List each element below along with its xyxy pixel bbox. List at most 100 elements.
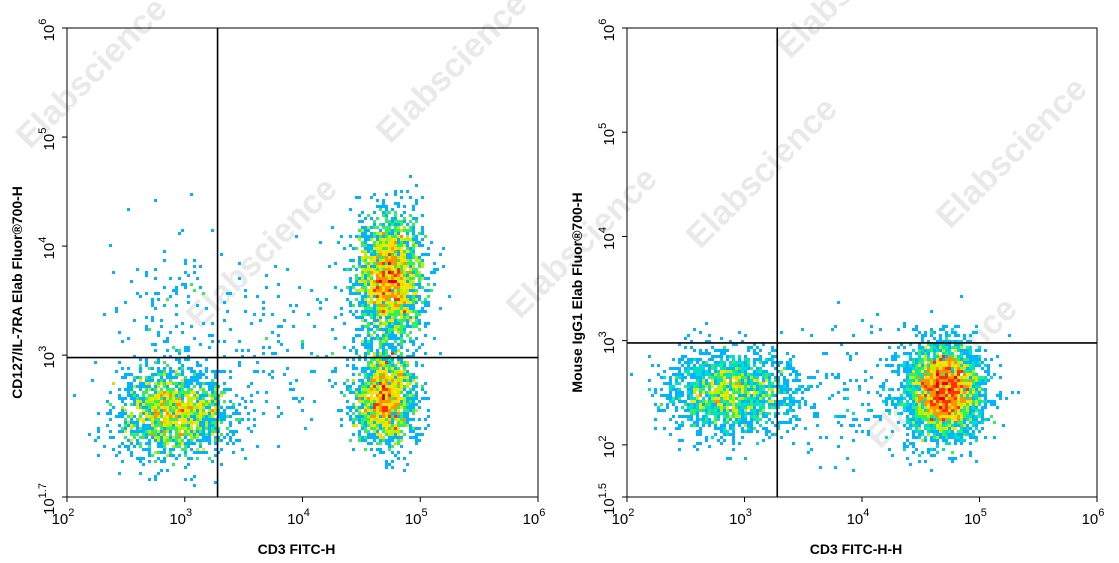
event-bin	[400, 337, 403, 340]
event-bin	[786, 391, 789, 394]
event-bin	[669, 397, 672, 400]
event-bin	[984, 364, 987, 367]
event-bin	[382, 424, 385, 427]
event-bin	[367, 346, 370, 349]
event-bin	[97, 436, 100, 439]
event-bin	[328, 379, 331, 382]
event-bin	[385, 409, 388, 412]
event-bin	[187, 295, 190, 298]
event-bin	[358, 355, 361, 358]
event-bin	[810, 448, 813, 451]
event-bin	[157, 367, 160, 370]
event-bin	[373, 400, 376, 403]
event-bin	[121, 397, 124, 400]
event-bin	[406, 253, 409, 256]
event-bin	[373, 319, 376, 322]
event-bin	[397, 307, 400, 310]
event-bin	[205, 307, 208, 310]
event-bin	[379, 307, 382, 310]
event-bin	[148, 412, 151, 415]
event-bin	[379, 391, 382, 394]
event-bin	[361, 310, 364, 313]
event-bin	[403, 313, 406, 316]
event-bin	[942, 409, 945, 412]
event-bin	[136, 421, 139, 424]
event-bin	[142, 430, 145, 433]
event-bin	[187, 379, 190, 382]
event-bin	[966, 340, 969, 343]
event-bin	[705, 436, 708, 439]
event-bin	[217, 394, 220, 397]
event-bin	[385, 361, 388, 364]
event-bin	[951, 433, 954, 436]
event-bin	[789, 367, 792, 370]
event-bin	[163, 421, 166, 424]
event-bin	[403, 298, 406, 301]
event-bin	[364, 346, 367, 349]
event-bin	[148, 448, 151, 451]
event-bin	[178, 409, 181, 412]
event-bin	[112, 436, 115, 439]
event-bin	[154, 394, 157, 397]
event-bin	[747, 379, 750, 382]
event-bin	[229, 415, 232, 418]
event-bin	[394, 244, 397, 247]
event-bin	[367, 382, 370, 385]
event-bin	[954, 436, 957, 439]
event-bin	[415, 322, 418, 325]
event-bin	[370, 301, 373, 304]
event-bin	[753, 382, 756, 385]
event-bin	[744, 334, 747, 337]
event-bin	[391, 337, 394, 340]
event-bin	[205, 418, 208, 421]
svg-text:Elabscience: Elabscience	[9, 0, 175, 156]
event-bin	[717, 394, 720, 397]
event-bin	[385, 271, 388, 274]
event-bin	[924, 385, 927, 388]
event-bin	[181, 229, 184, 232]
event-bin	[187, 424, 190, 427]
event-bin	[340, 307, 343, 310]
event-bin	[690, 409, 693, 412]
event-bin	[295, 397, 298, 400]
event-bin	[418, 298, 421, 301]
event-bin	[154, 421, 157, 424]
event-bin	[391, 208, 394, 211]
event-bin	[963, 373, 966, 376]
event-bin	[750, 427, 753, 430]
event-bin	[373, 271, 376, 274]
event-bin	[945, 427, 948, 430]
event-bin	[711, 397, 714, 400]
event-bin	[927, 355, 930, 358]
event-bin	[394, 229, 397, 232]
event-bin	[379, 394, 382, 397]
event-bin	[178, 433, 181, 436]
event-bin	[987, 373, 990, 376]
event-bin	[388, 415, 391, 418]
event-bin	[400, 262, 403, 265]
event-bin	[145, 325, 148, 328]
event-bin	[717, 385, 720, 388]
event-bin	[981, 415, 984, 418]
event-bin	[391, 316, 394, 319]
event-bin	[139, 442, 142, 445]
event-bin	[948, 361, 951, 364]
event-bin	[370, 418, 373, 421]
event-bin	[157, 397, 160, 400]
event-bin	[927, 367, 930, 370]
event-bin	[379, 274, 382, 277]
event-bin	[433, 268, 436, 271]
event-bin	[412, 379, 415, 382]
event-bin	[388, 433, 391, 436]
event-bin	[427, 409, 430, 412]
event-bin	[945, 334, 948, 337]
event-bin	[154, 307, 157, 310]
event-bin	[723, 376, 726, 379]
event-bin	[726, 394, 729, 397]
event-bin	[978, 415, 981, 418]
event-bin	[184, 466, 187, 469]
event-bin	[193, 409, 196, 412]
event-bin	[753, 349, 756, 352]
event-bin	[891, 370, 894, 373]
event-bin	[729, 379, 732, 382]
